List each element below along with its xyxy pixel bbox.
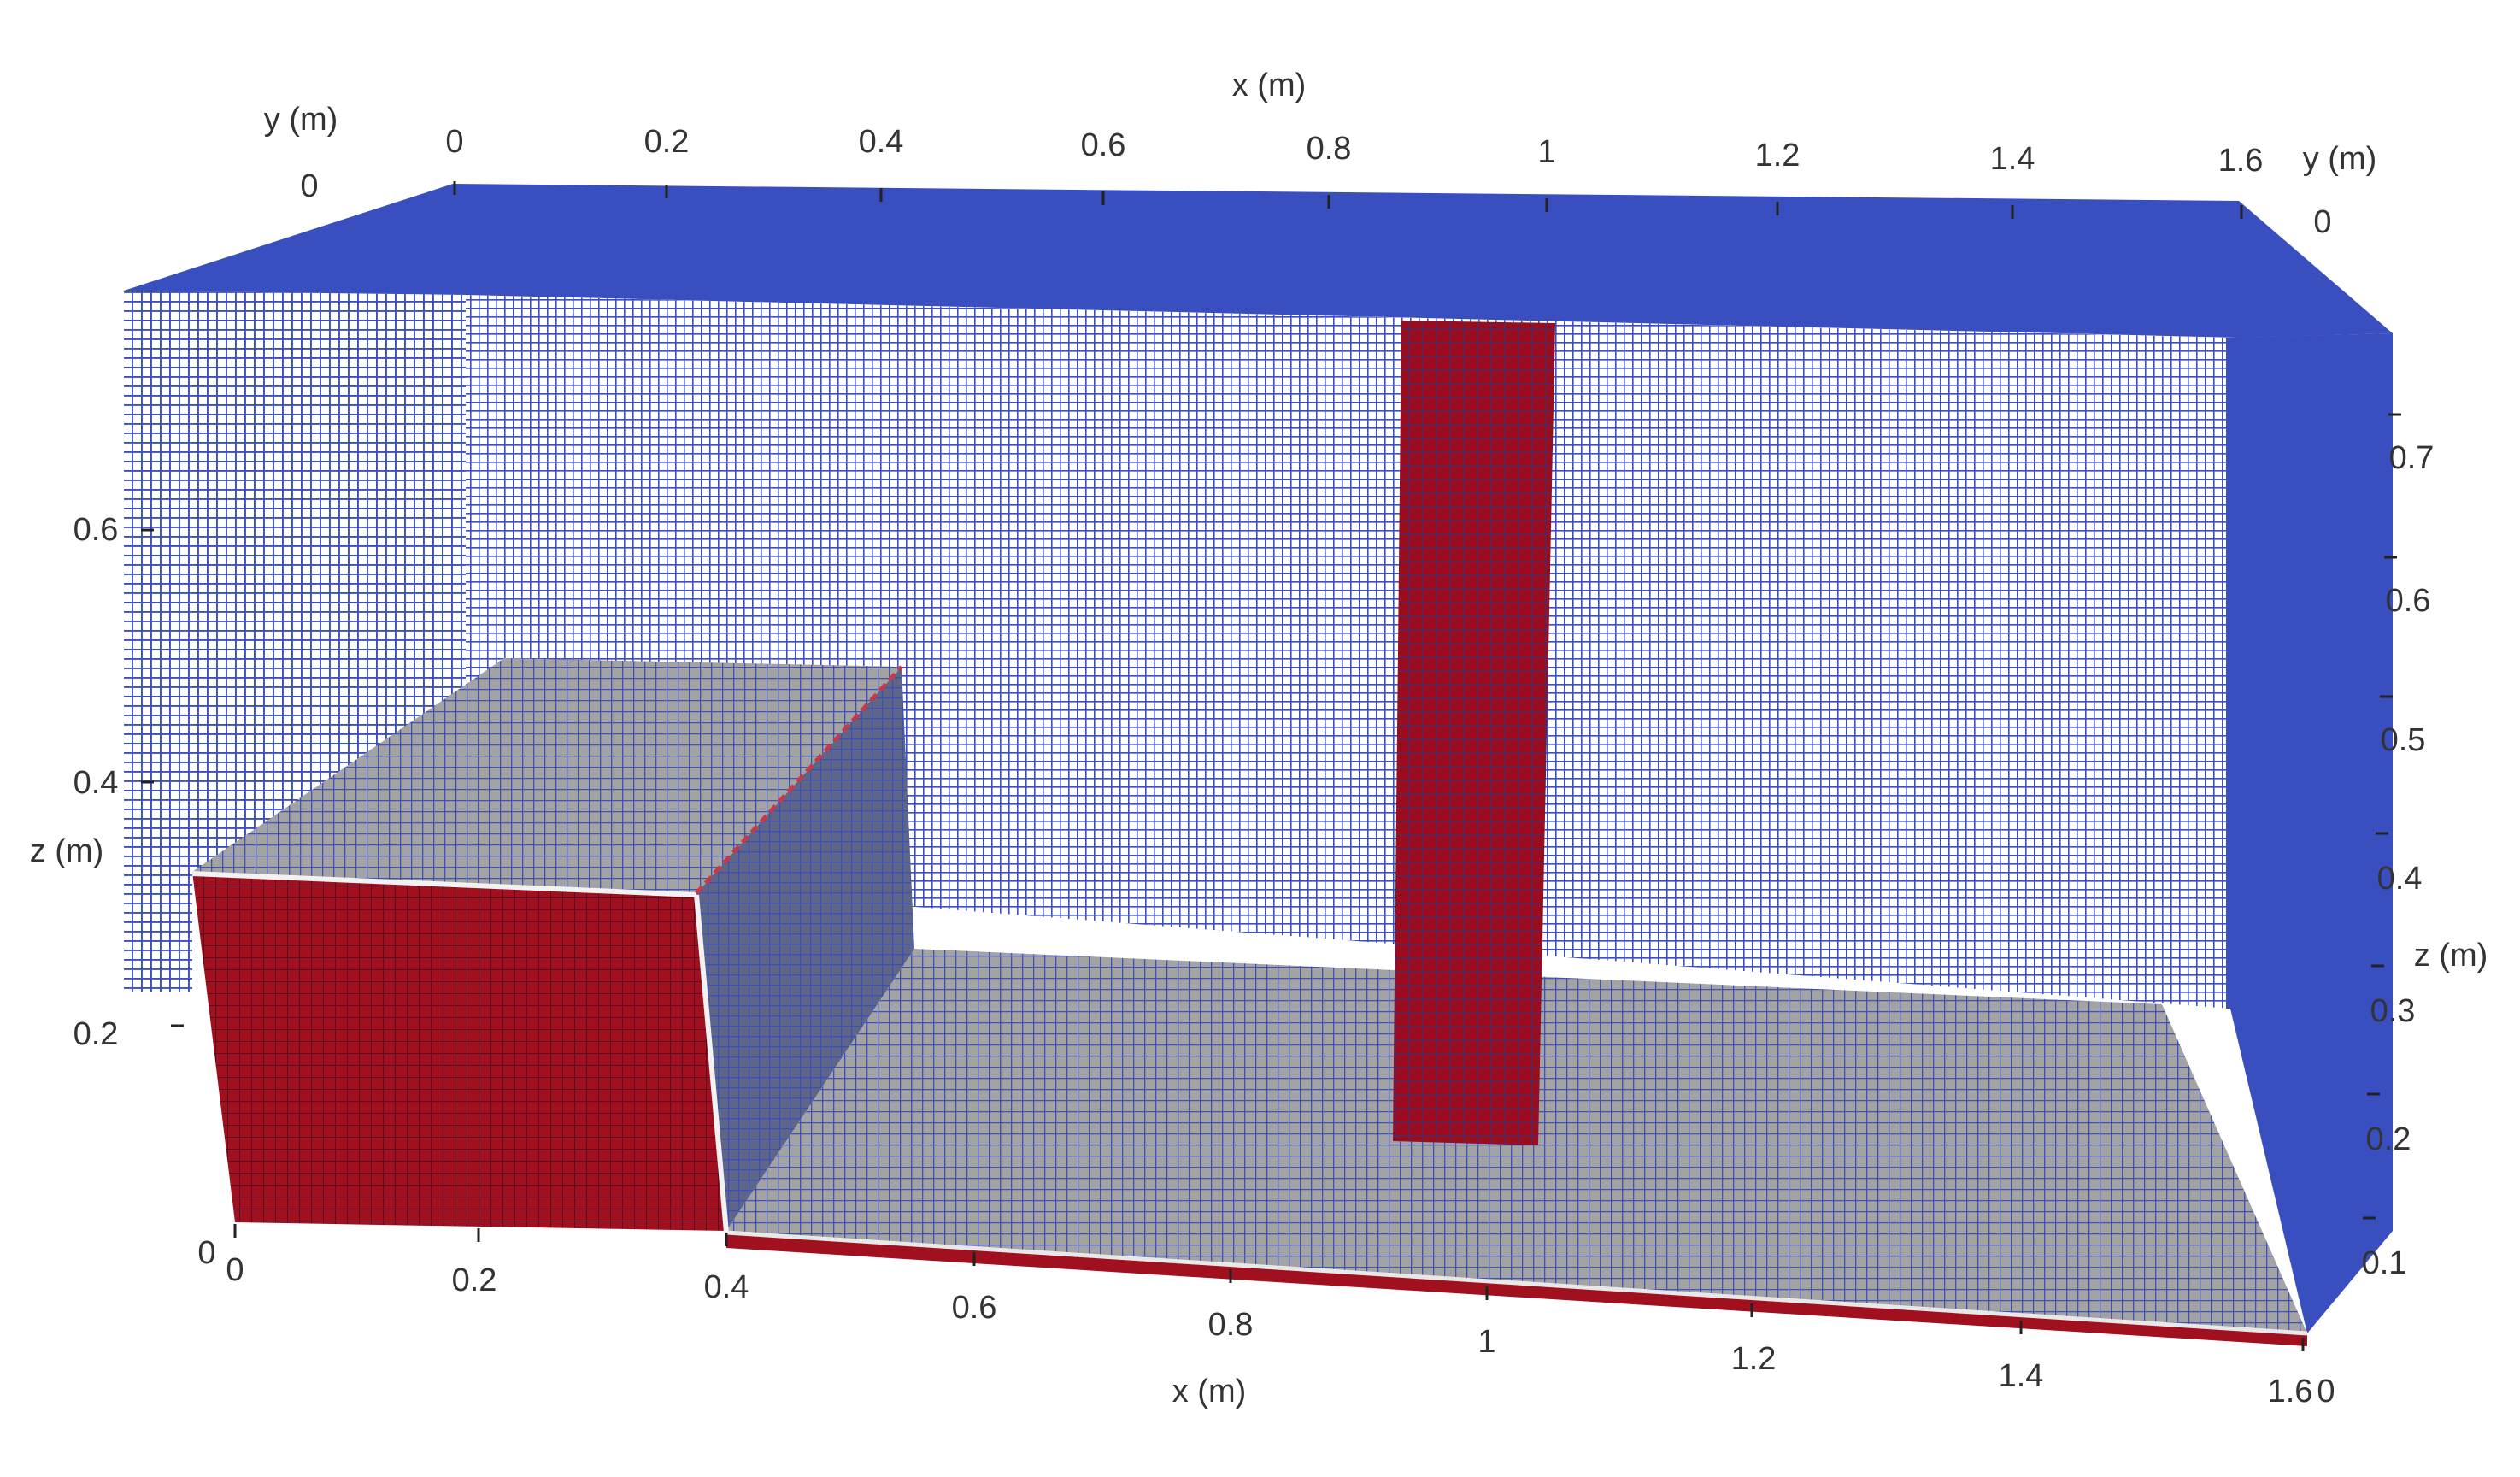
right-z-tick-label: 0.1 — [2362, 1245, 2407, 1281]
left-y-axis-title: y (m) — [264, 102, 338, 138]
top-x-tick-label: 1 — [1537, 134, 1555, 170]
bottom-x-axis-title: x (m) — [1172, 1374, 1247, 1409]
obstacle-column — [1393, 321, 1555, 1145]
top-x-tick-label: 0 — [445, 124, 463, 160]
bottom-x-tick-label: 1.6 — [2268, 1374, 2313, 1409]
bottom-x-tick-label: 1.2 — [1731, 1341, 1777, 1377]
left-y-tick-label: 0 — [300, 168, 318, 204]
top-x-tick-label: 1.2 — [1755, 138, 1800, 174]
right-z-tick-label: 0 — [2317, 1374, 2335, 1409]
bottom-x-tick-label: 0.4 — [704, 1269, 749, 1305]
right-z-tick-label: 0.4 — [2377, 861, 2423, 897]
right-z-axis-ticks — [2363, 413, 2401, 1220]
right-wall — [2230, 333, 2393, 1333]
left-z-tick-label: 0 — [197, 1235, 215, 1271]
right-y-axis-title: y (m) — [2303, 141, 2377, 177]
water-column-side — [696, 667, 914, 1231]
right-y-tick-label: 0 — [2313, 204, 2331, 240]
top-x-tick-label: 0.6 — [1081, 127, 1126, 163]
right-z-axis-title: z (m) — [2414, 938, 2488, 974]
right-z-tick-label: 0.5 — [2381, 722, 2426, 758]
water-column-top-edge — [191, 871, 697, 897]
bottom-x-tick-label: 0.2 — [452, 1262, 497, 1298]
right-z-tick-label: 0.3 — [2370, 993, 2416, 1029]
left-z-tick-label: 0.2 — [73, 1016, 119, 1052]
top-face — [124, 184, 2393, 338]
bottom-x-tick-label: 0.6 — [952, 1290, 997, 1326]
top-x-axis-title: x (m) — [1232, 68, 1307, 103]
bottom-x-tick-label: 0.8 — [1208, 1307, 1254, 1343]
top-x-tick-label: 0.8 — [1307, 131, 1352, 167]
top-x-tick-label: 1.6 — [2218, 143, 2264, 179]
left-z-tick-label: 0.6 — [73, 512, 119, 548]
right-z-tick-label: 0.6 — [2386, 583, 2431, 619]
right-z-tick-label: 0.2 — [2366, 1121, 2411, 1157]
top-x-axis-ticks — [453, 181, 2243, 219]
bottom-x-tick-label: 1 — [1477, 1324, 1495, 1360]
water-column-front — [192, 872, 726, 1231]
right-back-edge — [2226, 338, 2235, 1009]
top-x-tick-label: 1.4 — [1990, 141, 2035, 177]
left-z-axis-title: z (m) — [30, 833, 104, 869]
left-z-tick-label: 0.4 — [73, 765, 119, 801]
bottom-x-axis-ticks — [233, 1224, 2305, 1351]
water-column-diag-edge — [695, 665, 903, 895]
left-z-axis-ticks — [141, 528, 184, 1027]
bottom-x-tick-label: 1.4 — [1999, 1358, 2044, 1394]
right-z-tick-label: 0.7 — [2389, 440, 2435, 476]
floor-front-highlight — [725, 1230, 2308, 1336]
water-column-vertical-edge — [694, 894, 729, 1233]
bottom-x-tick-label: 0 — [226, 1252, 244, 1288]
water-column-top — [192, 658, 902, 893]
top-x-tick-label: 0.4 — [859, 124, 904, 160]
top-x-tick-label: 0.2 — [644, 124, 690, 160]
